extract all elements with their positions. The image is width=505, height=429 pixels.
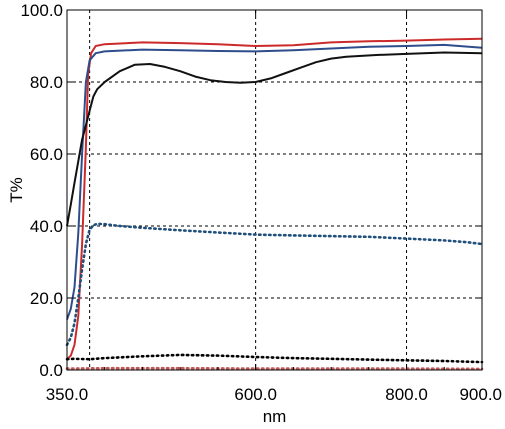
y-tick-label: 60.0 <box>30 145 63 164</box>
y-axis-title: T% <box>7 177 26 203</box>
x-tick-label: 800.0 <box>385 385 428 404</box>
axis-ticks: 0.0 20.0 40.0 60.0 80.0 100.0 350.0 600.0 800.0 9… <box>20 1 502 404</box>
y-tick-label: 80.0 <box>30 73 63 92</box>
x-axis-title: nm <box>263 407 287 426</box>
series-line-1 <box>66 37 483 360</box>
y-tick-label: 40.0 <box>30 217 63 236</box>
y-tick-label: 0.0 <box>39 361 63 380</box>
series-line-5 <box>65 353 484 364</box>
data-series <box>65 37 484 371</box>
x-tick-label: 900.0 <box>459 385 502 404</box>
series-line-6 <box>65 366 484 371</box>
y-tick-label: 100.0 <box>20 1 63 20</box>
series-line-3 <box>66 51 483 227</box>
x-tick-label: 350.0 <box>46 385 89 404</box>
grid-lines <box>67 10 482 370</box>
series-line-2 <box>66 43 483 320</box>
series-line-4 <box>65 222 484 347</box>
x-tick-label: 600.0 <box>234 385 277 404</box>
plot-frame <box>66 9 483 371</box>
y-tick-label: 20.0 <box>30 289 63 308</box>
